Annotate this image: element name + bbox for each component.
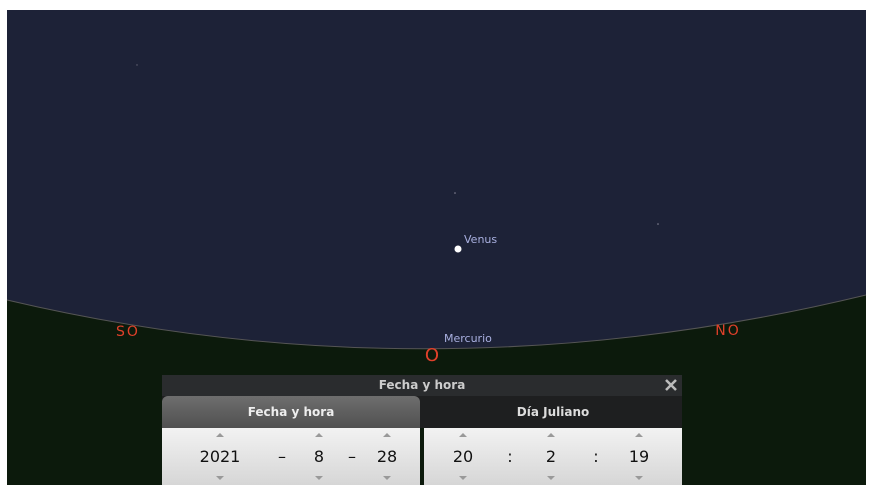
tab-bar: Fecha y hora Día Juliano	[162, 396, 682, 428]
separator: :	[586, 428, 606, 485]
star	[454, 192, 456, 194]
second-spinbox[interactable]: 19	[622, 428, 656, 485]
date-panel: 2021 – 8 – 28	[162, 428, 420, 485]
day-spinbox[interactable]: 28	[370, 428, 404, 485]
compass-label: NO	[715, 323, 741, 339]
dialog-title: Fecha y hora	[162, 375, 682, 396]
year: 2021	[200, 447, 241, 466]
close-button[interactable]	[665, 379, 677, 391]
separator: :	[500, 428, 520, 485]
venus-marker[interactable]	[455, 246, 462, 253]
star	[136, 64, 137, 65]
star	[657, 223, 659, 225]
object-label: Mercurio	[444, 332, 492, 345]
month: 8	[314, 447, 324, 466]
time-panel: 20 : 2 : 19	[424, 428, 682, 485]
minute-spinbox[interactable]: 2	[534, 428, 568, 485]
day: 28	[377, 447, 397, 466]
hour: 20	[453, 447, 473, 466]
month-spinbox[interactable]: 8	[302, 428, 336, 485]
object-label: Venus	[464, 233, 497, 246]
year-spinbox[interactable]: 2021	[190, 428, 250, 485]
screen: Venus Mercurio SO O NO Fecha y hora Fech…	[0, 0, 872, 489]
second: 19	[629, 447, 649, 466]
date-time-dialog: Fecha y hora Fecha y hora Día Juliano 20…	[162, 375, 682, 485]
separator: –	[342, 428, 362, 485]
minute: 2	[546, 447, 556, 466]
compass-label: SO	[116, 324, 140, 340]
tab[interactable]: Fecha y hora	[162, 396, 420, 428]
separator: –	[272, 428, 292, 485]
hour-spinbox[interactable]: 20	[446, 428, 480, 485]
compass-label: O	[425, 345, 439, 366]
tab[interactable]: Día Juliano	[424, 396, 682, 428]
